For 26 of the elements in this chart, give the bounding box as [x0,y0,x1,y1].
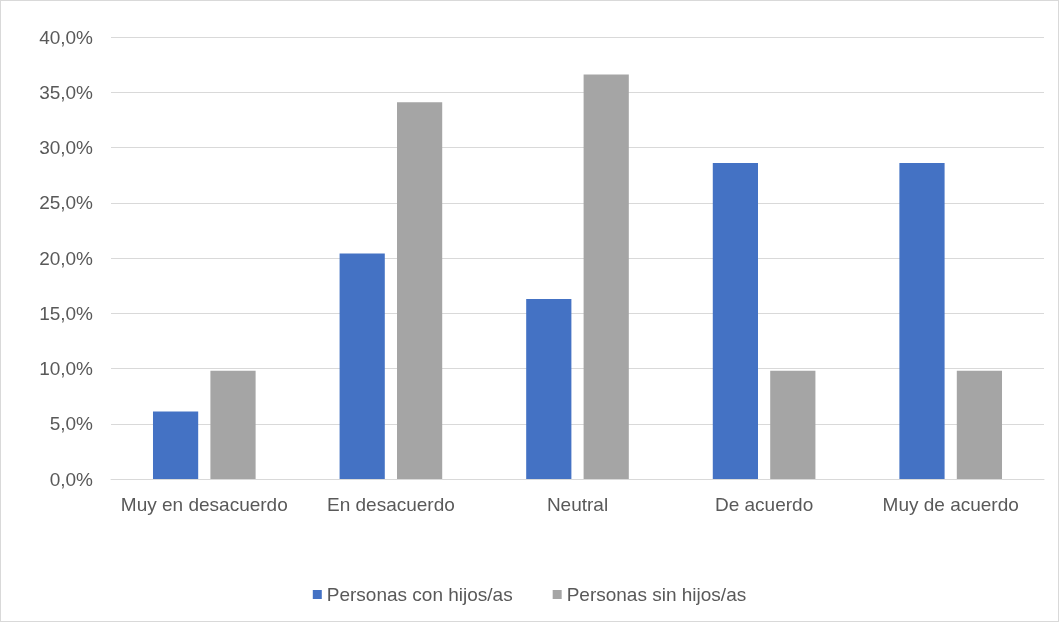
bar [210,370,256,479]
bar [956,370,1003,479]
bar [770,370,816,479]
legend-label: Personas con hijos/as [326,584,513,605]
y-tick-label: 15,0% [39,302,94,324]
bar [152,411,199,479]
bar [526,298,572,479]
y-tick-label: 30,0% [39,137,94,158]
x-tick-label: En desacuerdo [326,493,455,515]
x-tick-label: Neutral [546,493,609,515]
bar [339,253,385,479]
y-tick-label: 35,0% [39,81,94,103]
legend-label: Personas sin hijos/as [566,584,747,605]
bar [583,74,629,479]
bar [712,162,758,479]
x-tick-label: Muy de acuerdo [882,493,1019,515]
x-tick-label: De acuerdo [714,493,814,515]
y-tick-label: 10,0% [39,358,94,379]
bar [397,102,443,479]
x-tick-label: Muy en desacuerdo [120,493,288,515]
y-tick-label: 20,0% [39,247,94,269]
bar [899,162,945,479]
y-tick-label: 5,0% [49,413,94,435]
y-tick-label: 25,0% [39,192,94,214]
y-tick-label: 40,0% [39,26,94,48]
y-tick-label: 0,0% [49,468,94,490]
